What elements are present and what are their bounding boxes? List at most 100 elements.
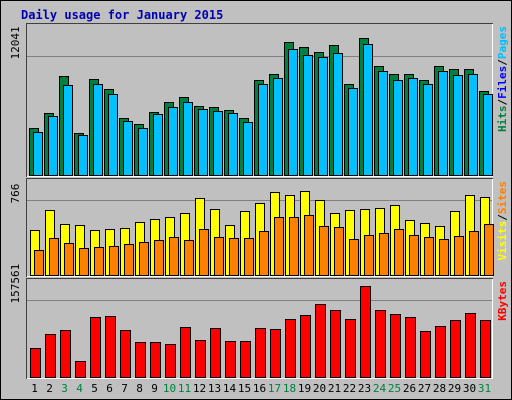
- x-tick-label: 13: [208, 382, 221, 395]
- bar-files-day-31: [483, 94, 493, 176]
- bar-kbytes-day-17: [270, 329, 281, 378]
- x-tick-label: 30: [463, 382, 476, 395]
- bar-files-day-6: [108, 94, 118, 176]
- x-tick-label: 14: [223, 382, 237, 395]
- bar-files-day-1: [33, 132, 43, 176]
- bar-files-day-15: [243, 122, 253, 176]
- bar-files-day-8: [138, 128, 148, 176]
- bar-files-day-22: [348, 88, 358, 176]
- bar-kbytes-day-21: [330, 310, 341, 378]
- x-tick-label: 22: [343, 382, 356, 395]
- bar-kbytes-day-19: [300, 315, 311, 378]
- bar-sites-day-12: [199, 229, 209, 276]
- bar-files-day-7: [123, 121, 133, 176]
- legend-entry: KBytes: [496, 281, 509, 321]
- bar-sites-day-19: [304, 215, 314, 276]
- bar-files-day-25: [393, 80, 403, 176]
- legend-entry: /: [496, 214, 509, 221]
- x-tick-label: 8: [136, 382, 143, 395]
- bar-files-day-3: [63, 85, 73, 176]
- x-tick-label: 5: [91, 382, 98, 395]
- bar-sites-day-8: [139, 242, 149, 276]
- bar-sites-day-16: [259, 231, 269, 276]
- x-tick-label: 7: [121, 382, 128, 395]
- bar-sites-day-22: [349, 239, 359, 276]
- x-tick-label: 2: [46, 382, 53, 395]
- legend-entry: Pages: [496, 26, 509, 59]
- bar-sites-day-11: [184, 240, 194, 276]
- x-tick-label: 20: [313, 382, 326, 395]
- panel-scale-label: 766: [9, 184, 22, 204]
- series-files: [33, 44, 493, 176]
- bar-sites-day-31: [484, 224, 494, 276]
- bar-kbytes-day-1: [30, 348, 41, 378]
- bar-kbytes-day-30: [465, 313, 476, 378]
- bar-files-day-18: [288, 49, 298, 176]
- bar-files-day-26: [408, 78, 418, 176]
- x-tick-label: 16: [253, 382, 266, 395]
- bar-files-day-29: [453, 75, 463, 176]
- chart-panels: 12041Hits/Files/Pages766Visits/Sites1575…: [9, 23, 509, 379]
- x-tick-label: 27: [418, 382, 431, 395]
- bar-files-day-2: [48, 116, 58, 176]
- bar-files-day-14: [228, 113, 238, 176]
- bar-files-day-16: [258, 84, 268, 176]
- x-tick-label: 3: [61, 382, 68, 395]
- bar-kbytes-day-16: [255, 328, 266, 378]
- series-kbytes: [30, 286, 491, 378]
- x-tick-label: 29: [448, 382, 461, 395]
- bar-sites-day-7: [124, 244, 134, 276]
- bar-kbytes-day-12: [195, 340, 206, 378]
- bar-kbytes-day-10: [165, 344, 176, 378]
- bar-kbytes-day-14: [225, 341, 236, 378]
- bar-kbytes-day-6: [105, 316, 116, 378]
- panel-scale-label: 157561: [9, 264, 22, 304]
- bar-kbytes-day-22: [345, 319, 356, 378]
- bar-sites-day-4: [79, 248, 89, 276]
- panel-scale-label: 12041: [9, 26, 22, 59]
- x-tick-label: 31: [478, 382, 491, 395]
- bar-files-day-30: [468, 74, 478, 176]
- x-axis-day-labels: 1 2 3 4 5 6 7 8 9 10 11 12 13 14 15 16 17 18 19 20 21 22 23 24 2…: [31, 382, 491, 395]
- x-tick-label: 24: [373, 382, 387, 395]
- x-tick-label: 25: [388, 382, 401, 395]
- bar-kbytes-day-4: [75, 361, 86, 378]
- bar-sites-day-3: [64, 243, 74, 276]
- legend-entry: Sites: [496, 181, 509, 214]
- bar-kbytes-day-9: [150, 342, 161, 378]
- panel-kbytes: 157561 KBytes: [9, 264, 509, 379]
- bar-files-day-21: [333, 53, 343, 176]
- bar-kbytes-day-25: [390, 314, 401, 378]
- bar-kbytes-day-27: [420, 331, 431, 378]
- bar-sites-day-30: [469, 231, 479, 276]
- bar-files-day-13: [213, 111, 223, 176]
- panel-legend: Hits/Files/Pages: [496, 26, 509, 132]
- bar-files-day-5: [93, 84, 103, 176]
- legend-entry: Hits: [496, 106, 509, 133]
- bar-sites-day-14: [229, 238, 239, 276]
- x-tick-label: 12: [193, 382, 206, 395]
- bar-sites-day-15: [244, 238, 254, 276]
- bar-files-day-10: [168, 107, 178, 176]
- bar-sites-day-28: [439, 239, 449, 276]
- bar-kbytes-day-23: [360, 286, 371, 378]
- bar-sites-day-1: [34, 250, 44, 276]
- bar-kbytes-day-31: [480, 320, 491, 378]
- bar-sites-day-13: [214, 237, 224, 276]
- bar-kbytes-day-8: [135, 342, 146, 378]
- bar-files-day-17: [273, 78, 283, 176]
- bar-sites-day-27: [424, 237, 434, 276]
- bar-files-day-23: [363, 44, 373, 176]
- bar-sites-day-6: [109, 246, 119, 276]
- bar-sites-day-5: [94, 247, 104, 276]
- bar-kbytes-day-5: [90, 317, 101, 378]
- x-tick-label: 21: [328, 382, 341, 395]
- bar-kbytes-day-29: [450, 320, 461, 378]
- panel-hits-files-pages: 12041 Hits/Files/Pages: [9, 23, 509, 177]
- bar-files-day-24: [378, 71, 388, 176]
- x-tick-label: 10: [163, 382, 176, 395]
- x-tick-label: 26: [403, 382, 416, 395]
- chart-title: Daily usage for January 2015: [21, 8, 223, 22]
- bar-sites-day-23: [364, 235, 374, 276]
- x-tick-label: 28: [433, 382, 446, 395]
